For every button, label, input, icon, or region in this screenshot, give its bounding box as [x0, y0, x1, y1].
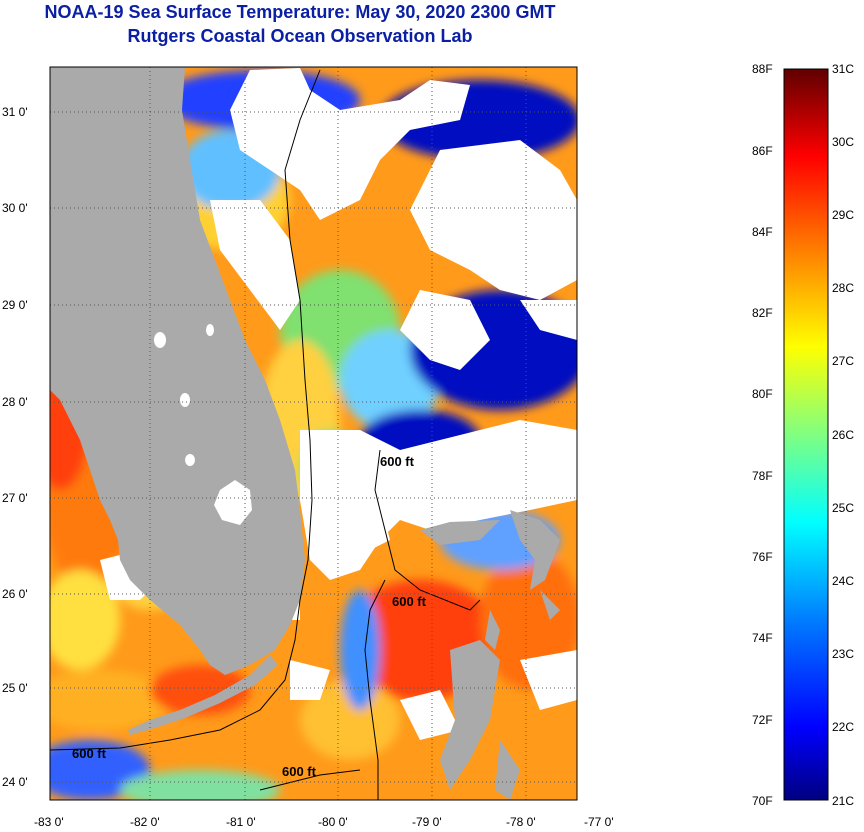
lat-label: 25 0' — [2, 681, 28, 695]
cb-label-c: 21C — [832, 794, 854, 808]
lon-label: -83 0' — [34, 815, 64, 829]
lat-label: 30 0' — [2, 201, 28, 215]
contour-label: 600 ft — [72, 746, 107, 761]
cb-label-f: 70F — [752, 794, 773, 808]
inland-lakes — [154, 324, 252, 525]
cb-label-f: 76F — [752, 550, 773, 564]
map-frame — [49, 66, 578, 801]
cb-label-c: 23C — [832, 647, 854, 661]
contour-label: 600 ft — [392, 594, 427, 609]
cb-label-c: 31C — [832, 62, 854, 76]
contour-label: 600 ft — [282, 764, 317, 779]
lat-label: 27 0' — [2, 491, 28, 505]
cb-label-c: 28C — [832, 281, 854, 295]
cb-label-f: 86F — [752, 144, 773, 158]
lat-label: 24 0' — [2, 775, 28, 789]
lon-label: -81 0' — [226, 815, 256, 829]
cb-label-f: 72F — [752, 713, 773, 727]
map-panel: 600 ft 600 ft 600 ft 600 ft — [50, 67, 577, 800]
cb-label-f: 74F — [752, 631, 773, 645]
colorbar-gradient — [783, 68, 829, 801]
temperature-colorbar: 88F 86F 84F 82F 80F 78F 76F 74F 72F 70F … — [752, 62, 854, 808]
cb-label-c: 30C — [832, 135, 854, 149]
lat-label: 29 0' — [2, 298, 28, 312]
cb-label-f: 78F — [752, 469, 773, 483]
colorbar-fahrenheit-scale: 88F 86F 84F 82F 80F 78F 76F 74F 72F 70F — [752, 62, 773, 808]
latitude-axis: 31 0' 30 0' 29 0' 28 0' 27 0' 26 0' 25 0… — [2, 105, 28, 789]
depth-contours — [50, 69, 481, 800]
cb-label-c: 29C — [832, 208, 854, 222]
lon-label: -82 0' — [130, 815, 160, 829]
cb-label-f: 88F — [752, 62, 773, 76]
map-title: NOAA-19 Sea Surface Temperature: May 30,… — [44, 2, 556, 22]
cb-label-c: 25C — [832, 501, 854, 515]
cb-label-c: 22C — [832, 720, 854, 734]
cb-label-c: 26C — [832, 428, 854, 442]
lat-label: 26 0' — [2, 587, 28, 601]
map-subtitle: Rutgers Coastal Ocean Observation Lab — [127, 26, 473, 46]
lat-label: 31 0' — [2, 105, 28, 119]
longitude-axis: -83 0' -82 0' -81 0' -80 0' -79 0' -78 0… — [34, 815, 614, 829]
cb-label-c: 27C — [832, 354, 854, 368]
colorbar-celsius-scale: 31C 30C 29C 28C 27C 26C 25C 24C 23C 22C … — [832, 62, 854, 808]
cb-label-c: 24C — [832, 574, 854, 588]
lon-label: -78 0' — [506, 815, 536, 829]
cb-label-f: 80F — [752, 387, 773, 401]
lon-label: -79 0' — [412, 815, 442, 829]
cb-label-f: 84F — [752, 225, 773, 239]
cb-label-f: 82F — [752, 306, 773, 320]
bahamas-islands — [420, 510, 560, 800]
florida-keys — [128, 655, 278, 735]
lat-label: 28 0' — [2, 395, 28, 409]
lon-label: -77 0' — [584, 815, 614, 829]
lon-label: -80 0' — [318, 815, 348, 829]
contour-label: 600 ft — [380, 454, 415, 469]
